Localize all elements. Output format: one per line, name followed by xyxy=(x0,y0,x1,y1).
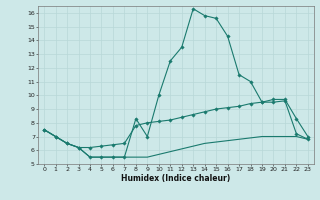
X-axis label: Humidex (Indice chaleur): Humidex (Indice chaleur) xyxy=(121,174,231,183)
